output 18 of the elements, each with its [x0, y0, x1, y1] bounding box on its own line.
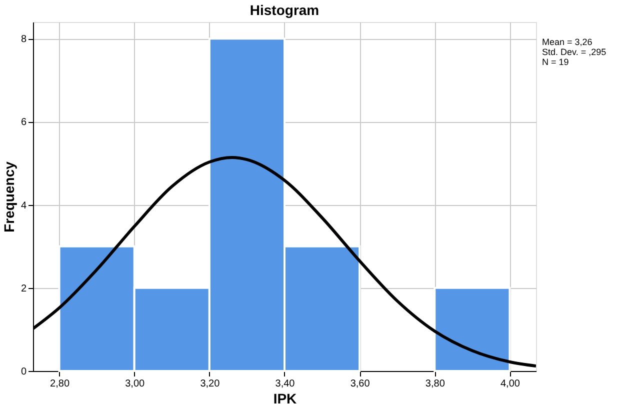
- text: N = 19: [542, 57, 569, 67]
- y-axis-title: Frequency: [0, 161, 17, 232]
- x-tick-label: 3,40: [275, 378, 296, 390]
- x-tick-label: 3,80: [425, 378, 446, 390]
- x-tick-label: 3,00: [125, 378, 146, 390]
- text: Mean = 3,26: [542, 37, 592, 47]
- y-tick-label: 0: [20, 366, 27, 378]
- y-tick-label: 6: [20, 117, 27, 128]
- y-tick-label: 8: [20, 34, 27, 46]
- x-axis-title: IPK: [273, 390, 297, 406]
- text: Std. Dev. = ,295: [542, 47, 606, 57]
- y-tick-label: 4: [20, 200, 27, 212]
- chart-title: Histogram: [250, 2, 320, 18]
- x-tick-label: 3,20: [200, 378, 220, 390]
- x-tick-label: 3,60: [350, 378, 370, 390]
- x-tick-label: 2,80: [50, 378, 70, 390]
- y-tick-label: 2: [20, 283, 27, 294]
- x-tick-label: 4,00: [500, 378, 520, 390]
